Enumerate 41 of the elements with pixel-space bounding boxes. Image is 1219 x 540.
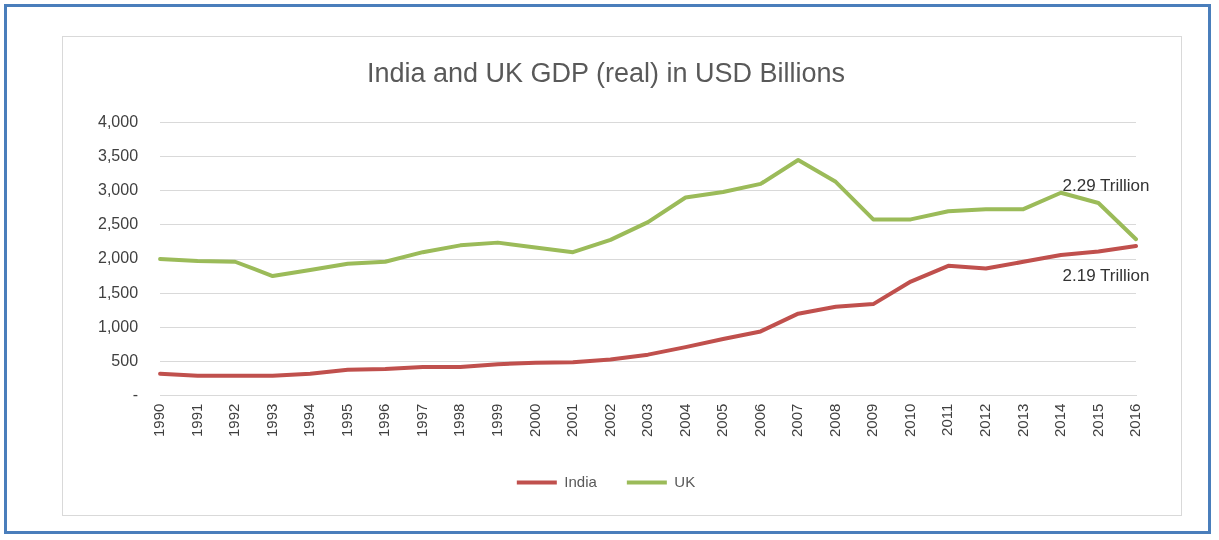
y-tick-label: 500 (111, 351, 139, 369)
x-tick-label: 2004 (675, 403, 693, 438)
x-tick-label: 2012 (975, 403, 993, 438)
x-tick-label: 1996 (375, 403, 393, 438)
x-tick-label: 2016 (1126, 403, 1144, 438)
x-tick-label: 2014 (1051, 403, 1069, 438)
x-tick-label: 1998 (450, 403, 468, 438)
x-tick-label: 1997 (412, 403, 430, 438)
legend-label: UK (674, 472, 696, 490)
x-tick-label: 2000 (525, 403, 543, 438)
chart-title: India and UK GDP (real) in USD Billions (366, 57, 846, 88)
x-tick-label: 2011 (938, 403, 956, 436)
x-tick-label: 2007 (788, 403, 806, 438)
x-tick-label: 2001 (563, 403, 581, 438)
x-tick-label: 2005 (713, 403, 731, 438)
legend-label: India (564, 472, 598, 490)
y-tick-label: 3,000 (97, 181, 139, 199)
annotation: 2.29 Trillion (1062, 176, 1150, 196)
x-tick-label: 1990 (150, 403, 168, 438)
x-tick-label: 1992 (225, 403, 243, 438)
x-tick-label: 2013 (1013, 403, 1031, 438)
annotation: 2.19 Trillion (1062, 266, 1150, 286)
x-tick-label: 2006 (750, 403, 768, 438)
x-tick-label: 2015 (1088, 403, 1106, 438)
y-tick-label: 1,000 (97, 317, 139, 335)
x-tick-label: 1994 (300, 403, 318, 438)
y-tick-label: 1,500 (97, 283, 139, 301)
x-tick-label: 1991 (187, 403, 205, 438)
y-tick-label: 4,000 (97, 112, 139, 130)
x-tick-label: 2009 (863, 403, 881, 438)
y-tick-label: 2,500 (97, 215, 139, 233)
y-tick-label: - (132, 386, 139, 404)
x-tick-label: 2010 (900, 403, 918, 438)
y-tick-label: 3,500 (97, 146, 139, 164)
x-tick-label: 2002 (600, 403, 618, 438)
x-tick-label: 2003 (638, 403, 656, 438)
x-tick-label: 1999 (488, 403, 506, 438)
x-tick-label: 1993 (262, 403, 280, 438)
y-tick-label: 2,000 (97, 249, 139, 267)
x-tick-label: 1995 (337, 403, 355, 438)
x-tick-label: 2008 (825, 403, 843, 438)
